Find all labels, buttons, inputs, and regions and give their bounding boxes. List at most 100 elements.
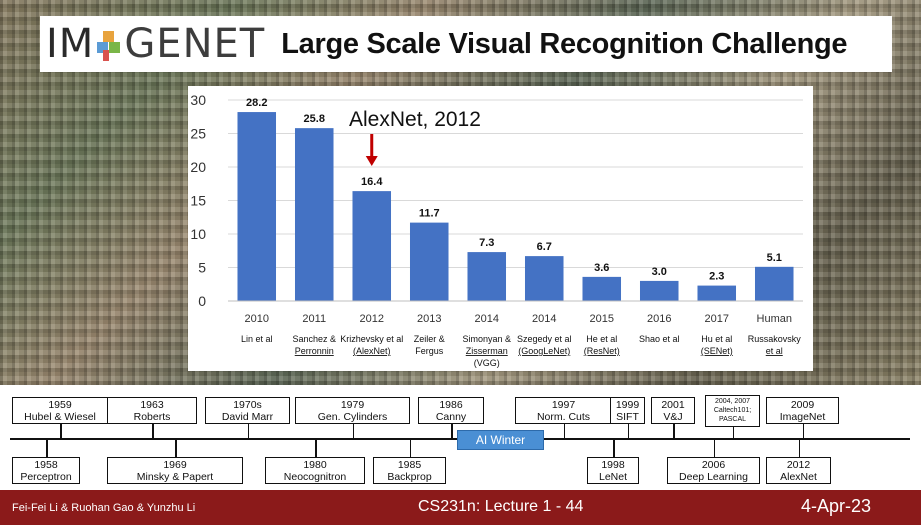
timeline-tick: [60, 424, 62, 438]
timeline-event: 2006 Deep Learning: [667, 457, 760, 484]
timeline-tick: [247, 424, 249, 438]
y-tick-label: 20: [190, 159, 206, 175]
timeline-event-year: 1969: [163, 459, 187, 471]
data-label: 3.6: [594, 262, 609, 274]
timeline-event-name: Norm. Cuts: [536, 411, 591, 423]
timeline-event-name: Roberts: [133, 411, 171, 423]
timeline-event: 2009 ImageNet: [766, 397, 839, 424]
timeline-event-name: Minsky & Papert: [136, 471, 214, 483]
x-category-label: Perronnin: [295, 346, 334, 356]
timeline-tick: [627, 424, 629, 438]
data-label: 25.8: [304, 113, 325, 125]
y-tick-label: 0: [198, 293, 206, 309]
timeline-event-year: 1980: [303, 459, 327, 471]
timeline-event-name: V&J: [663, 411, 683, 423]
x-year-label: 2014: [475, 313, 499, 325]
timeline-tick: [613, 440, 615, 457]
x-year-label: 2011: [302, 313, 326, 325]
x-category-label: Krizhevsky et al: [340, 334, 403, 344]
timeline-tick: [46, 440, 48, 457]
timeline-tick: [802, 424, 804, 438]
error-rate-bar-chart: 0 5 10 15 20 25 30 28.2 2010 Lin et al 25.8 2011 San…: [188, 86, 813, 371]
bar: [237, 112, 277, 301]
footer-authors: Fei-Fei Li & Ruohan Gao & Yunzhu Li: [12, 502, 196, 514]
timeline-event-name: Gen. Cylinders: [317, 411, 388, 423]
x-category-label: Fergus: [415, 346, 444, 356]
timeline-event-name: Caltech101;: [713, 407, 752, 414]
x-category-label: et al: [766, 346, 783, 356]
title-banner: IM GENET Large Scale Visual Recognition …: [40, 16, 892, 72]
timeline-event: 1986 Canny: [418, 397, 484, 424]
timeline-event: 2004, 2007 Caltech101; PASCAL: [705, 395, 760, 427]
x-category-label: (SENet): [701, 346, 733, 356]
timeline-event-year: 1970s: [233, 399, 262, 411]
timeline-event: 1980 Neocognitron: [265, 457, 365, 484]
y-tick-label: 5: [198, 260, 206, 276]
timeline-event-year: 2009: [790, 399, 815, 411]
timeline-event: 1985 Backprop: [373, 457, 446, 484]
timeline-event-year: 1999: [615, 399, 640, 411]
x-category-label: Sanchez &: [292, 334, 336, 344]
timeline-tick: [152, 424, 154, 438]
timeline-event-year: 1963: [140, 399, 164, 411]
bar: [294, 128, 334, 301]
y-tick-label: 10: [190, 226, 206, 242]
y-tick-label: 15: [190, 193, 206, 209]
timeline-event-year: 2004, 2007: [714, 398, 751, 405]
x-category-label: Zisserman: [466, 346, 508, 356]
bar: [524, 256, 564, 301]
x-category-label: He et al: [586, 334, 617, 344]
imagenet-logo: IM GENET: [46, 21, 265, 67]
x-year-label: 2017: [705, 313, 729, 325]
timeline-tick: [732, 427, 734, 438]
x-category-label: (AlexNet): [353, 346, 391, 356]
timeline-event: 1959 Hubel & Wiesel: [12, 397, 108, 424]
timeline-event-name: AlexNet: [780, 471, 817, 483]
page-title: Large Scale Visual Recognition Challenge: [281, 27, 848, 60]
bar: [697, 285, 737, 301]
data-label: 16.4: [361, 176, 383, 188]
timeline-event: 1979 Gen. Cylinders: [295, 397, 410, 424]
timeline-tick: [315, 440, 317, 457]
x-category-label: (GoogLeNet): [518, 346, 570, 356]
ai-winter-label: AI Winter: [457, 430, 544, 450]
footer-bar: Fei-Fei Li & Ruohan Gao & Yunzhu Li CS23…: [0, 490, 921, 525]
bar: [409, 222, 449, 301]
logo-im: IM: [46, 21, 95, 67]
data-label: 7.3: [479, 237, 494, 249]
timeline-tick: [673, 424, 675, 438]
timeline-event-year: 1985: [397, 459, 422, 471]
timeline-event-year: 1959: [48, 399, 72, 411]
timeline: AI Winter 1959 Hubel & Wiesel 1963 Roberts 1…: [0, 385, 921, 490]
x-year-label: 2014: [532, 313, 556, 325]
timeline-event: 1963 Roberts: [107, 397, 197, 424]
x-category-label: Zeiler &: [414, 334, 445, 344]
timeline-event-year: 1958: [34, 459, 58, 471]
timeline-event: 1969 Minsky & Papert: [107, 457, 243, 484]
timeline-event-year: 2006: [701, 459, 726, 471]
timeline-event-name: Backprop: [387, 471, 432, 483]
footer-date: 4-Apr-23: [800, 496, 871, 516]
timeline-event-name: Canny: [435, 411, 467, 423]
chart-svg: 0 5 10 15 20 25 30 28.2 2010 Lin et al 25.8 2011 San…: [190, 92, 803, 368]
timeline-event: 1998 LeNet: [587, 457, 639, 484]
x-category-label: Simonyan &: [462, 334, 511, 344]
x-category-label: Shao et al: [639, 334, 680, 344]
bar: [467, 252, 507, 301]
timeline-event-year: 1997: [551, 399, 576, 411]
x-category-label: (VGG): [474, 358, 500, 368]
x-category-label: Szegedy et al: [517, 334, 572, 344]
x-year-label: 2015: [590, 313, 614, 325]
timeline-event: 1997 Norm. Cuts: [515, 397, 612, 424]
logo-genet: GENET: [124, 21, 266, 67]
footer-lecture: CS231n: Lecture 1 - 44: [418, 498, 584, 515]
timeline-event-year: 1998: [601, 459, 625, 471]
data-label: 2.3: [709, 271, 724, 283]
timeline-event-name: Perceptron: [20, 471, 72, 483]
timeline-event-name: Neocognitron: [283, 471, 347, 483]
timeline-event-name: Hubel & Wiesel: [24, 411, 96, 423]
x-category-label: (ResNet): [584, 346, 620, 356]
timeline-tick: [352, 424, 354, 438]
bar: [639, 280, 679, 301]
x-year-label: 2013: [417, 313, 441, 325]
